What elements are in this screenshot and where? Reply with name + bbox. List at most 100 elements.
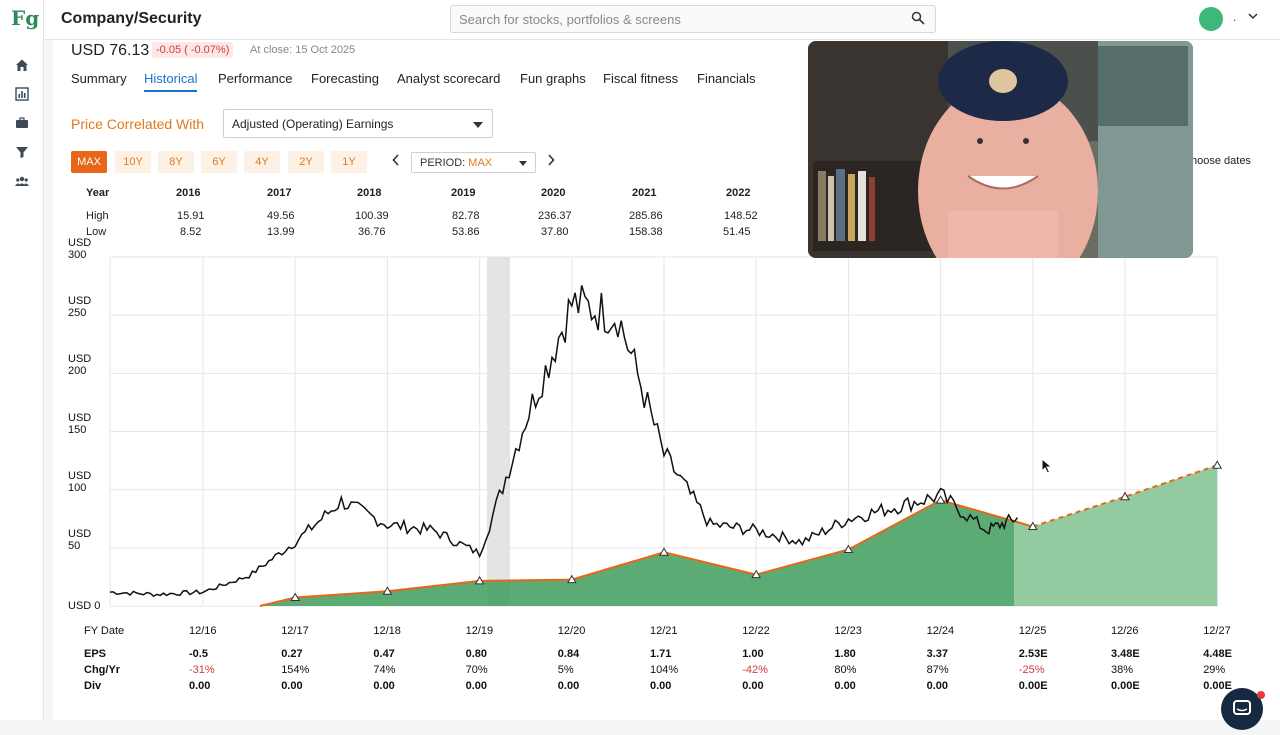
chart-icon[interactable]	[14, 87, 30, 103]
chg-label: Chg/Yr	[84, 664, 121, 676]
price-change-badge: -0.05 ( -0.07%)	[152, 42, 234, 58]
chg-value: 104%	[650, 664, 679, 676]
chg-value: 38%	[1111, 664, 1134, 676]
chevron-left-icon[interactable]	[392, 154, 400, 169]
high-value: 49.56	[267, 210, 295, 222]
fy-date: 12/21	[650, 625, 678, 637]
period-max-button[interactable]: MAX	[71, 151, 107, 173]
tab-historical[interactable]: Historical	[144, 71, 198, 92]
year-col: 2022	[726, 187, 751, 199]
chevron-down-icon	[519, 161, 527, 166]
y-tick-currency: USD	[68, 411, 92, 424]
eps-value: 0.27	[281, 648, 303, 660]
high-row-label: High	[86, 210, 109, 222]
y-tick-value: 250	[68, 307, 87, 320]
low-value: 13.99	[267, 226, 295, 238]
chevron-down-icon[interactable]	[1248, 10, 1258, 24]
div-value: 0.00	[465, 680, 488, 692]
high-value: 15.91	[177, 210, 205, 222]
period-1y-button[interactable]: 1Y	[331, 151, 367, 173]
fy-date: 12/18	[373, 625, 401, 637]
div-value: 0.00	[373, 680, 395, 692]
y-tick-value: 50	[68, 539, 81, 552]
y-tick-currency: USD	[68, 237, 92, 249]
period-select-value: MAX	[468, 157, 493, 169]
tab-analyst-scorecard[interactable]: Analyst scorecard	[397, 71, 501, 86]
year-col: 2021	[632, 187, 657, 199]
year-col: 2019	[451, 187, 476, 199]
y-tick-label: USD 50	[68, 528, 91, 552]
tab-fiscal-fitness[interactable]: Fiscal fitness	[603, 71, 679, 86]
y-tick-currency: USD	[68, 469, 92, 482]
chg-value: -25%	[1018, 664, 1045, 676]
correlation-value: Adjusted (Operating) Earnings	[232, 117, 394, 131]
correlation-select[interactable]: Adjusted (Operating) Earnings	[223, 109, 493, 138]
search-placeholder: Search for stocks, portfolios & screens	[459, 12, 681, 27]
chg-value: 29%	[1203, 664, 1226, 676]
chevron-right-icon[interactable]	[547, 154, 555, 169]
fy-date: 12/19	[465, 625, 494, 637]
eps-value: 2.53E	[1018, 648, 1048, 660]
fy-date: 12/17	[281, 625, 309, 637]
y-tick-value: 300	[68, 249, 87, 261]
fy-date: 12/22	[742, 625, 770, 637]
year-col: 2020	[541, 187, 566, 199]
search-icon[interactable]	[911, 11, 925, 25]
high-value: 285.86	[629, 210, 663, 222]
y-tick-currency: USD	[68, 527, 92, 540]
period-2y-button[interactable]: 2Y	[288, 151, 324, 173]
search-input[interactable]: Search for stocks, portfolios & screens	[450, 5, 936, 33]
y-tick-label: USD 200	[68, 353, 91, 377]
top-bar: Company/Security Search for stocks, port…	[44, 0, 1280, 40]
period-6y-button[interactable]: 6Y	[201, 151, 237, 173]
eps-label: EPS	[84, 648, 107, 660]
period-8y-button[interactable]: 8Y	[158, 151, 194, 173]
eps-value: 3.48E	[1111, 648, 1140, 660]
low-value: 53.86	[452, 226, 480, 238]
briefcase-icon[interactable]	[14, 116, 30, 132]
chg-value: 70%	[465, 664, 488, 676]
y-tick-value: 150	[68, 423, 87, 436]
eps-value: 0.84	[557, 648, 580, 660]
chevron-down-icon	[473, 122, 483, 128]
tab-performance[interactable]: Performance	[218, 71, 293, 86]
high-value: 148.52	[724, 210, 758, 222]
price-display: USD 76.13	[71, 42, 149, 60]
price-currency: USD	[71, 42, 105, 59]
div-value: 0.00	[281, 680, 303, 692]
eps-value: 0.47	[373, 648, 395, 660]
chg-value: -31%	[189, 664, 215, 676]
home-icon[interactable]	[14, 58, 30, 74]
users-icon[interactable]	[14, 174, 30, 190]
period-select[interactable]: PERIOD: MAX	[411, 152, 536, 173]
avatar[interactable]	[1199, 7, 1223, 31]
period-10y-button[interactable]: 10Y	[115, 151, 151, 173]
y-tick-label: USD 300	[68, 237, 91, 261]
div-value: 0.00	[557, 680, 580, 692]
div-label: Div	[84, 680, 102, 692]
y-tick-value: 100	[68, 481, 87, 494]
fy-date: 12/27	[1203, 625, 1231, 637]
choose-dates-link[interactable]: hoose dates	[1191, 155, 1251, 167]
correlation-label: Price Correlated With	[71, 116, 205, 132]
low-value: 36.76	[358, 226, 386, 238]
year-header: Year	[86, 187, 110, 199]
tab-forecasting[interactable]: Forecasting	[311, 71, 379, 86]
div-value: 0.00	[926, 680, 949, 692]
filter-icon[interactable]	[14, 145, 30, 161]
fy-date: 12/16	[189, 625, 217, 637]
fy-date-label: FY Date	[84, 625, 125, 637]
tab-fun-graphs[interactable]: Fun graphs	[520, 71, 586, 86]
webcam-overlay	[808, 41, 1193, 258]
div-value: 0.00E	[1018, 680, 1048, 692]
eps-value: -0.5	[189, 648, 208, 660]
fy-date: 12/23	[834, 625, 862, 637]
tab-summary[interactable]: Summary	[71, 71, 127, 86]
close-time: At close: 15 Oct 2025	[250, 44, 356, 56]
chg-value: 80%	[834, 664, 857, 676]
chg-value: 154%	[281, 664, 310, 676]
div-value: 0.00E	[1111, 680, 1140, 692]
app-logo[interactable]: Fg	[11, 6, 40, 30]
tab-financials[interactable]: Financials	[697, 71, 756, 86]
period-4y-button[interactable]: 4Y	[244, 151, 280, 173]
